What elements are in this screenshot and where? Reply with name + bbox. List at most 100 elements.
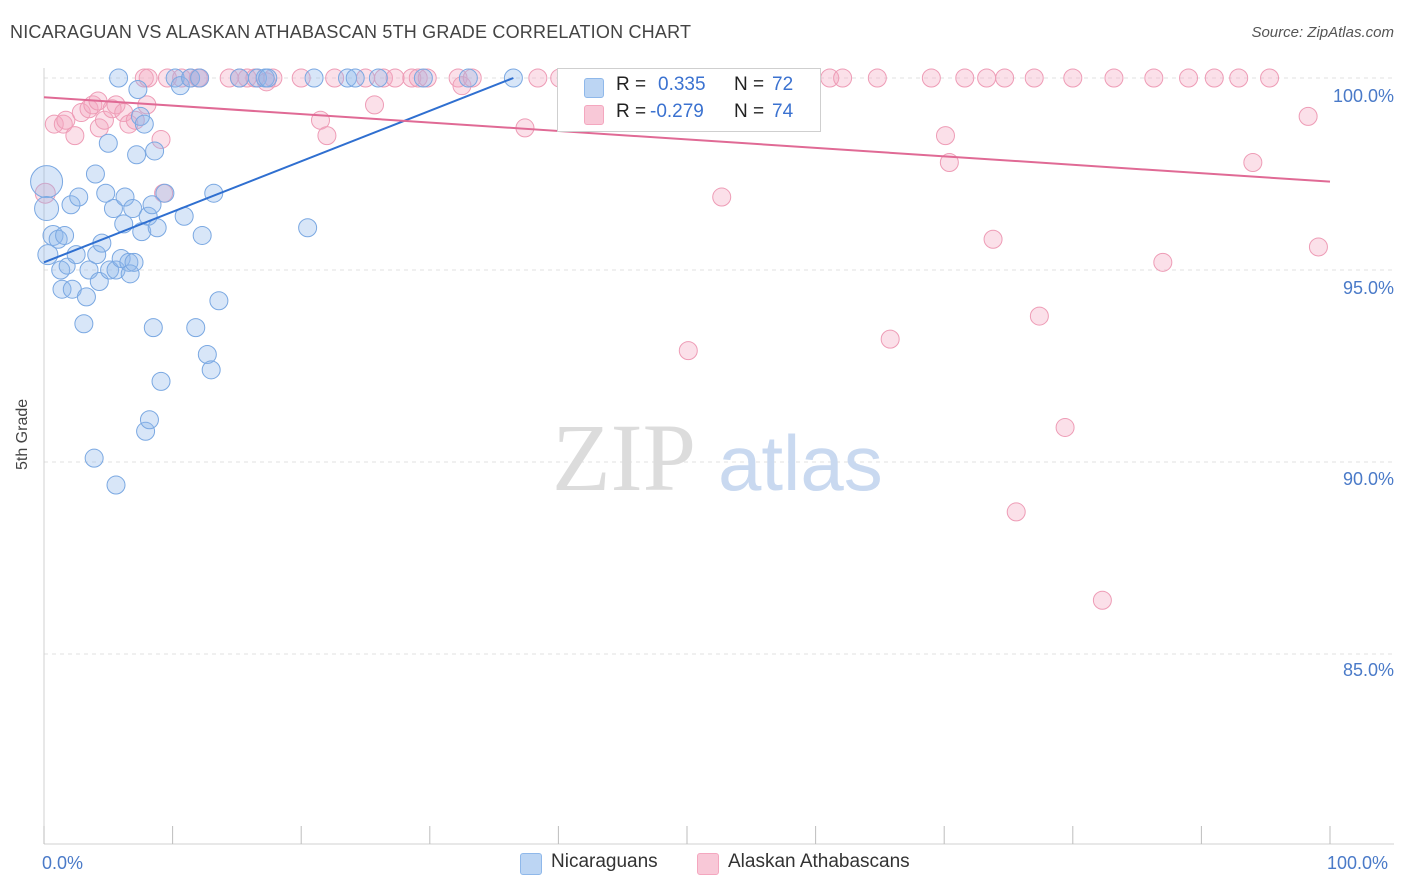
data-point bbox=[102, 99, 122, 119]
data-point bbox=[69, 187, 89, 207]
data-point bbox=[109, 68, 129, 88]
data-point bbox=[151, 129, 171, 149]
data-point bbox=[402, 68, 422, 88]
data-point bbox=[155, 183, 175, 203]
data-point bbox=[298, 218, 318, 238]
legend-row-alaskan-athabascans: R = -0.279 N = 74 bbox=[558, 101, 820, 127]
data-point bbox=[170, 76, 190, 96]
data-point bbox=[1179, 68, 1199, 88]
bottom-legend-label: Alaskan Athabascans bbox=[728, 851, 910, 872]
data-point bbox=[147, 218, 167, 238]
chart-title: NICARAGUAN VS ALASKAN ATHABASCAN 5TH GRA… bbox=[10, 22, 692, 42]
legend-n-label: N = bbox=[734, 74, 765, 95]
data-point bbox=[258, 68, 278, 88]
data-point bbox=[867, 68, 887, 88]
data-point bbox=[76, 287, 96, 307]
data-point bbox=[712, 187, 732, 207]
legend-r-label: R = bbox=[616, 74, 647, 95]
data-point bbox=[61, 195, 81, 215]
data-point bbox=[1260, 68, 1280, 88]
data-point bbox=[304, 68, 324, 88]
data-point bbox=[1024, 68, 1044, 88]
data-point bbox=[1029, 306, 1049, 326]
y-tick-label-95: 95.0% bbox=[1342, 278, 1394, 298]
legend-swatch-blue bbox=[584, 78, 604, 98]
bottom-legend-swatch-pink bbox=[697, 853, 719, 875]
series-nicaraguans bbox=[30, 68, 523, 495]
data-point bbox=[1308, 237, 1328, 257]
x-tick-label-0: 0.0% bbox=[42, 853, 84, 873]
data-point bbox=[209, 291, 229, 311]
data-point bbox=[34, 196, 60, 222]
data-point bbox=[197, 344, 217, 364]
data-point bbox=[247, 68, 267, 88]
data-point bbox=[337, 68, 357, 88]
data-point bbox=[106, 95, 126, 115]
data-point bbox=[30, 165, 64, 199]
data-point bbox=[103, 199, 123, 219]
data-point bbox=[151, 371, 171, 391]
data-point bbox=[100, 260, 120, 280]
data-point bbox=[1243, 152, 1263, 172]
data-point bbox=[201, 360, 221, 380]
data-point bbox=[55, 225, 75, 245]
data-point bbox=[263, 68, 283, 88]
data-point bbox=[84, 448, 104, 468]
trend-line-alaskan-athabascans bbox=[43, 96, 1331, 183]
data-point bbox=[106, 475, 126, 495]
watermark-atlas: atlas bbox=[718, 419, 883, 507]
data-point bbox=[1144, 68, 1164, 88]
legend-r-value: -0.279 bbox=[650, 101, 704, 122]
data-point bbox=[98, 133, 118, 153]
data-point bbox=[880, 329, 900, 349]
trend-line-nicaraguans bbox=[43, 77, 514, 264]
data-point bbox=[134, 114, 154, 134]
bottom-legend-label: Nicaraguans bbox=[551, 851, 658, 872]
data-point bbox=[123, 199, 143, 219]
data-point bbox=[374, 68, 394, 88]
data-point bbox=[1298, 106, 1318, 126]
data-point bbox=[145, 141, 165, 161]
data-point bbox=[128, 80, 148, 100]
data-point bbox=[365, 95, 385, 115]
data-point bbox=[143, 318, 163, 338]
data-point bbox=[120, 264, 140, 284]
series-alaskan-athabascans bbox=[34, 68, 1328, 610]
data-point bbox=[1055, 417, 1075, 437]
data-point bbox=[1153, 252, 1173, 272]
legend-n-label: N = bbox=[734, 101, 765, 122]
data-point bbox=[368, 68, 388, 88]
data-point bbox=[1229, 68, 1249, 88]
data-point bbox=[127, 145, 147, 165]
data-point bbox=[385, 68, 405, 88]
legend-row-nicaraguans: R = 0.335 N = 72 bbox=[558, 74, 820, 100]
watermark-zip: ZIP bbox=[552, 404, 696, 511]
data-point bbox=[139, 410, 159, 430]
data-point bbox=[65, 126, 85, 146]
bottom-legend-swatch-blue bbox=[520, 853, 542, 875]
data-point bbox=[995, 68, 1015, 88]
y-tick-label-85: 85.0% bbox=[1342, 660, 1394, 680]
gridlines bbox=[44, 77, 1394, 655]
x-tick-label-100: 100.0% bbox=[1327, 853, 1389, 873]
trend-lines bbox=[43, 77, 1331, 264]
data-point bbox=[85, 164, 105, 184]
data-point bbox=[124, 252, 144, 272]
data-point bbox=[528, 68, 548, 88]
correlation-legend: R = 0.335 N = 72 R = -0.279 N = 74 bbox=[557, 68, 821, 132]
data-point bbox=[1204, 68, 1224, 88]
legend-n-value: 74 bbox=[772, 101, 794, 122]
data-point bbox=[186, 318, 206, 338]
data-point bbox=[229, 68, 249, 88]
data-point bbox=[678, 341, 698, 361]
data-point bbox=[56, 110, 76, 130]
chart-source: Source: ZipAtlas.com bbox=[1251, 24, 1394, 41]
data-point bbox=[115, 187, 135, 207]
data-point bbox=[74, 314, 94, 334]
data-point bbox=[921, 68, 941, 88]
data-point bbox=[955, 68, 975, 88]
legend-r-value: 0.335 bbox=[658, 74, 706, 95]
data-point bbox=[136, 421, 156, 441]
data-point bbox=[1063, 68, 1083, 88]
